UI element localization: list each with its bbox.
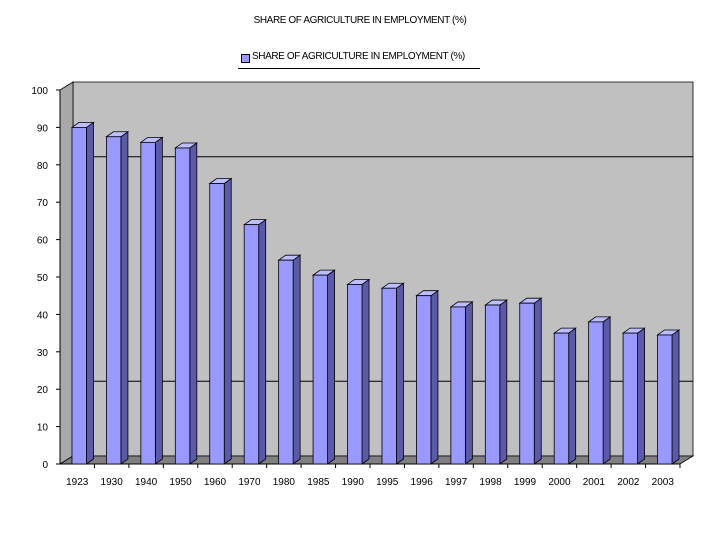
bars: [70, 121, 681, 465]
bar-front: [71, 127, 87, 465]
bar-front: [450, 306, 466, 465]
y-tick-label: 90: [37, 123, 49, 134]
bar-side: [223, 177, 232, 465]
bar-front: [416, 295, 432, 465]
bar: [311, 269, 336, 465]
bar-side: [533, 297, 542, 465]
x-tick-label: 1997: [445, 477, 468, 488]
bar-side: [637, 327, 645, 465]
bar: [139, 136, 164, 465]
x-tick-label: 2002: [617, 477, 640, 488]
bar-front: [312, 274, 328, 465]
bar: [449, 301, 474, 465]
bar: [518, 297, 543, 465]
y-tick-label: 30: [37, 348, 49, 359]
bar-front: [588, 321, 604, 465]
y-tick-label: 10: [37, 423, 49, 434]
bar-front: [519, 302, 535, 465]
y-tick-label: 40: [37, 310, 49, 321]
bar-side: [361, 278, 370, 465]
bar-front: [106, 136, 122, 465]
bar: [484, 299, 509, 465]
bar-side: [396, 282, 404, 465]
bar: [380, 282, 405, 465]
bar-front: [278, 259, 294, 465]
bar-side: [568, 327, 577, 465]
y-tick-label: 50: [37, 273, 49, 284]
y-tick-label: 0: [42, 460, 48, 471]
x-tick-label: 1990: [342, 477, 365, 488]
y-tick-label: 80: [37, 161, 49, 172]
x-tick-label: 1980: [273, 477, 296, 488]
y-tick-label: 20: [37, 385, 49, 396]
bar-side: [120, 130, 129, 465]
legend: SHARE OF AGRICULTURE IN EMPLOYMENT (%): [238, 50, 480, 69]
x-tick-label: 1923: [66, 477, 89, 488]
bar-side: [258, 218, 267, 465]
bar: [346, 278, 371, 465]
bar-side: [327, 269, 335, 465]
x-tick-label: 1998: [479, 477, 502, 488]
x-tick-label: 1970: [238, 477, 261, 488]
x-tick-label: 1999: [514, 477, 537, 488]
x-tick-label: 1940: [135, 477, 158, 488]
bar: [656, 329, 681, 465]
bar: [552, 327, 577, 465]
bar-front: [381, 287, 397, 465]
bar: [105, 130, 130, 465]
bar-front: [243, 224, 260, 465]
x-tick-label: 1995: [376, 477, 399, 488]
bar-side: [430, 289, 439, 465]
side-wall: [59, 81, 74, 465]
bar: [174, 142, 199, 465]
x-axis: 1923 1930 1940 1950 1960 1970 1980 1985 1990 1995…: [60, 463, 681, 488]
bar-front: [553, 332, 570, 465]
x-tick-label: 1930: [101, 477, 124, 488]
y-tick-label: 100: [31, 86, 48, 97]
x-tick-label: 1960: [204, 477, 227, 488]
legend-label: SHARE OF AGRICULTURE IN EMPLOYMENT (%): [252, 51, 465, 62]
bar-side: [154, 136, 163, 465]
y-axis: 0 10 20 30 40 50 60 70 80 90 100: [31, 86, 61, 471]
bar-front: [140, 141, 156, 465]
bar-front: [209, 183, 225, 465]
bar-side: [292, 254, 301, 465]
bar-front: [347, 284, 363, 465]
y-tick-label: 60: [37, 236, 49, 247]
bar: [415, 289, 440, 465]
x-tick-label: 1950: [169, 477, 192, 488]
y-tick-label: 70: [37, 198, 49, 209]
bar-side: [602, 316, 611, 465]
bar-front: [174, 147, 191, 465]
bar: [208, 177, 233, 465]
bar-side: [189, 142, 198, 465]
x-tick-label: 1996: [411, 477, 434, 488]
legend-swatch: [241, 54, 250, 63]
bar: [70, 121, 95, 465]
bar: [242, 218, 267, 465]
bar: [277, 254, 302, 465]
chart-title: SHARE OF AGRICULTURE IN EMPLOYMENT (%): [253, 15, 467, 26]
bar: [621, 327, 646, 465]
bar-side: [671, 329, 680, 465]
x-tick-label: 2001: [583, 477, 606, 488]
bar-front: [622, 332, 638, 465]
bar-front: [657, 334, 673, 465]
bar-side: [499, 299, 508, 465]
x-tick-label: 2000: [548, 477, 571, 488]
bar-side: [464, 301, 473, 465]
bar: [587, 316, 612, 465]
x-tick-label: 1985: [307, 477, 330, 488]
bar-side: [86, 121, 94, 465]
bar-front: [484, 304, 501, 465]
x-tick-label: 2003: [652, 477, 675, 488]
